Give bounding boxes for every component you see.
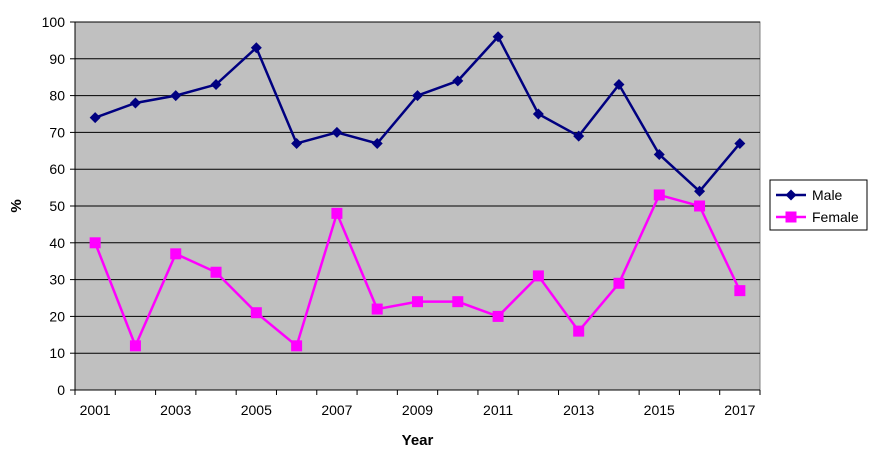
data-point-male (532, 108, 544, 120)
x-tick-label: 2003 (160, 402, 191, 418)
data-point-female (371, 303, 383, 315)
data-point-male (412, 90, 423, 102)
data-point-male (694, 185, 706, 197)
x-tick-label: 2005 (241, 402, 272, 418)
y-axis-title: % (8, 199, 25, 212)
data-point-male (452, 75, 464, 87)
y-tick-label: 70 (49, 124, 65, 140)
data-point-female (653, 189, 665, 201)
data-point-male (210, 79, 222, 91)
data-point-female (694, 200, 706, 212)
data-point-male (613, 79, 625, 91)
axes: 0 10 20 30 40 50 60 70 80 90 100 2001 2003 2005 2007 20… (42, 14, 761, 418)
y-tick-label: 0 (57, 382, 65, 398)
data-point-female (291, 340, 303, 352)
data-point-female (734, 285, 746, 297)
data-point-male (734, 137, 746, 149)
y-tick-label: 50 (49, 198, 65, 214)
data-point-male (371, 137, 383, 149)
y-tick-label: 90 (49, 51, 65, 67)
x-tick-label: 2007 (321, 402, 352, 418)
data-point-female (129, 340, 141, 352)
y-tick-label: 80 (49, 88, 65, 104)
series-female (89, 189, 746, 352)
data-point-female (492, 310, 504, 322)
data-point-male (129, 97, 141, 109)
data-point-male (573, 130, 585, 142)
data-point-female (210, 266, 222, 278)
data-point-male (331, 126, 343, 138)
data-point-female (250, 307, 262, 319)
legend-item-male: Male (776, 187, 843, 203)
legend: Male Female (769, 179, 868, 231)
data-point-female (170, 248, 182, 260)
data-point-male (250, 42, 262, 54)
legend-label: Female (812, 209, 859, 225)
y-tick-label: 20 (49, 308, 65, 324)
data-point-male (492, 31, 504, 43)
data-point-female (613, 277, 625, 289)
data-point-male (170, 90, 182, 102)
data-point-male (653, 148, 665, 160)
legend-item-female: Female (776, 209, 859, 225)
legend-marker (785, 189, 797, 201)
legend-label: Male (812, 187, 843, 203)
data-point-female (532, 270, 544, 282)
y-tick-label: 40 (49, 235, 65, 251)
x-tick-label: 2017 (724, 402, 755, 418)
y-tick-label: 30 (49, 272, 65, 288)
data-point-female (452, 296, 464, 308)
series-layer (89, 31, 746, 352)
data-point-female (89, 237, 101, 249)
y-tick-label: 100 (42, 14, 66, 30)
series-male (89, 31, 746, 197)
y-tick-label: 10 (49, 345, 65, 361)
data-point-female (573, 325, 585, 337)
x-tick-label: 2011 (483, 402, 513, 418)
x-tick-label: 2009 (402, 402, 433, 418)
data-point-male (291, 137, 303, 149)
x-axis-title: Year (402, 432, 434, 449)
x-tick-label: 2015 (644, 402, 675, 418)
x-tick-label: 2013 (563, 402, 594, 418)
y-tick-label: 60 (49, 161, 65, 177)
data-point-male (89, 112, 101, 124)
legend-marker (785, 211, 797, 223)
data-point-female (412, 296, 423, 308)
data-point-female (331, 207, 343, 219)
x-tick-label: 2001 (80, 402, 111, 418)
